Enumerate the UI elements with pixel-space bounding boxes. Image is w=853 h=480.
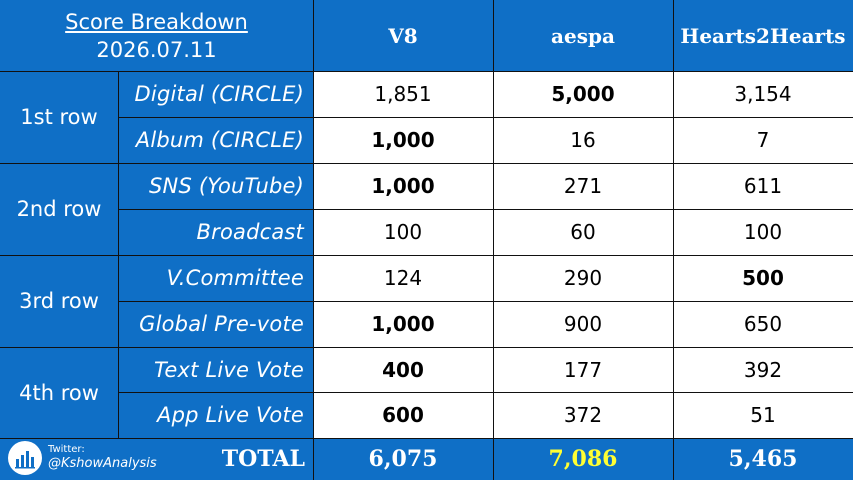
value-cell: 1,000 [313,163,493,209]
grid-line [0,255,853,256]
grid-line [118,209,853,210]
total-value-aespa: 7,086 [548,446,618,472]
header-title-cell: Score Breakdown 2026.07.11 [0,0,313,71]
value-cell: 177 [493,347,673,392]
value-cell: 392 [673,347,853,392]
category-label: V.Committee [118,255,313,301]
value-cell: 7 [673,117,853,163]
category-label: SNS (YouTube) [118,163,313,209]
value-cell: 124 [313,255,493,301]
value-cell: 600 [313,392,493,438]
category-label: App Live Vote [118,392,313,438]
value-cell: 5,000 [493,71,673,117]
value-cell: 900 [493,301,673,347]
grid-line [0,163,853,164]
value-cell: 1,851 [313,71,493,117]
total-row-background [0,438,853,480]
credit-handle: @KshowAnalysis [48,456,157,471]
category-label: Digital (CIRCLE) [118,71,313,117]
group-label-3rd-row: 3rd row [0,255,118,347]
total-value-hearts2hearts: 5,465 [728,446,798,472]
grid-line [0,71,853,72]
value-cell: 1,000 [313,301,493,347]
column-header-aespa: aespa [493,0,673,71]
value-cell: 290 [493,255,673,301]
value-cell: 500 [673,255,853,301]
value-cell: 51 [673,392,853,438]
grid-line [118,392,853,393]
category-label: Album (CIRCLE) [118,117,313,163]
total-label: TOTAL [221,446,305,472]
value-cell: 400 [313,347,493,392]
value-cell: 611 [673,163,853,209]
grid-line [0,347,853,348]
value-cell: 271 [493,163,673,209]
table-title: Score Breakdown [65,9,248,34]
category-label: Broadcast [118,209,313,255]
value-cell: 100 [673,209,853,255]
column-header-v8: V8 [313,0,493,71]
value-cell: 1,000 [313,117,493,163]
grid-line [673,0,674,480]
grid-line [118,117,853,118]
grid-line [0,438,853,439]
value-cell: 372 [493,392,673,438]
grid-line [118,301,853,302]
table-date: 2026.07.11 [96,37,217,62]
column-header-hearts2hearts: Hearts2Hearts [673,0,853,71]
value-cell: 650 [673,301,853,347]
value-cell: 16 [493,117,673,163]
grid-line [313,0,314,480]
twitter-credit: Twitter: @KshowAnalysis [8,438,188,478]
total-value-v8: 6,075 [368,446,438,472]
value-cell: 3,154 [673,71,853,117]
category-label: Text Live Vote [118,347,313,392]
grid-line [493,0,494,480]
bar-chart-icon [8,441,42,475]
group-label-1st-row: 1st row [0,71,118,163]
value-cell: 60 [493,209,673,255]
grid-line [118,71,119,438]
group-label-4th-row: 4th row [0,347,118,438]
credit-label: Twitter: [48,444,85,455]
category-label: Global Pre-vote [118,301,313,347]
group-label-2nd-row: 2nd row [0,163,118,255]
value-cell: 100 [313,209,493,255]
